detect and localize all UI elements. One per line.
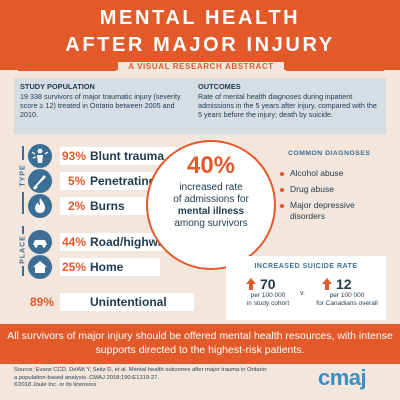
- outcomes: OUTCOMES Rate of mental health diagnoses…: [198, 82, 382, 119]
- stat-pct-penetrating: 5%: [68, 174, 86, 188]
- stat-row-unintentional: Unintentional: [60, 293, 194, 311]
- stat-row-road: 44% Road/highway: [60, 233, 186, 251]
- stat-label-unintentional: Unintentional: [90, 295, 167, 309]
- diagnosis-item: Major depressive: [290, 200, 355, 210]
- header-banner: MENTAL HEALTH AFTER MAJOR INJURY: [0, 0, 400, 70]
- suicide-canada-sub-2: for Canadians overall: [316, 300, 378, 307]
- subtitle-rule-left: [18, 70, 116, 71]
- center-stat-line-4: among survivors: [174, 218, 248, 229]
- cmaj-logo: cmaj: [318, 365, 367, 390]
- arrow-up-icon: [246, 278, 256, 290]
- stat-label-burns: Burns: [90, 199, 125, 213]
- place-rule-top: [22, 226, 24, 234]
- outcomes-text: Rate of mental health diagnoses during i…: [198, 92, 377, 119]
- house-icon: [28, 255, 52, 279]
- stat-pct-unintentional: 89%: [30, 295, 55, 309]
- road-icon: [28, 230, 52, 254]
- place-label: PLACE: [19, 235, 27, 264]
- subtitle: A VISUAL RESEARCH ABSTRACT: [118, 62, 284, 71]
- info-band: [14, 78, 386, 134]
- center-stat-value: 40%: [186, 152, 236, 179]
- stat-row-home: 25% Home: [60, 258, 160, 276]
- flame-icon: [28, 194, 52, 218]
- suicide-study-sub-2: in study cohort: [246, 300, 290, 307]
- suicide-study-sub: per 100 000 in study cohort: [234, 292, 302, 308]
- type-rule-bottom: [22, 192, 24, 214]
- study-population-heading: STUDY POPULATION: [20, 82, 95, 91]
- body-impact-icon: [28, 144, 52, 168]
- stat-label-road: Road/highway: [90, 235, 172, 249]
- source-line-3: ©2018 Joule Inc. or its licensors: [14, 382, 97, 389]
- center-stat-circle: 40% increased rate of admissions for men…: [146, 140, 276, 270]
- diagnosis-item-cont: disorders: [290, 211, 325, 221]
- center-stat-line-3: mental illness: [177, 206, 245, 217]
- outcomes-heading: OUTCOMES: [198, 82, 241, 91]
- suicide-canada-sub-1: per 100 000: [329, 292, 365, 299]
- bullet-dot: [280, 172, 284, 176]
- stat-pct-road: 44%: [62, 235, 87, 249]
- stat-pct-blunt: 93%: [62, 149, 87, 163]
- stat-pct-home: 25%: [62, 260, 87, 274]
- source-citation: Source: Evans CCD, DeWit Y, Seitz D, et …: [14, 367, 314, 390]
- bullet-dot: [280, 204, 284, 208]
- bottom-message: All survivors of major injury should be …: [7, 330, 393, 356]
- stat-row-blunt: 93% Blunt trauma: [60, 147, 178, 165]
- type-rule-top: [22, 146, 24, 160]
- arrow-up-icon: [322, 278, 332, 290]
- subtitle-rule-right: [286, 70, 384, 71]
- center-stat-line-1: increased rate: [179, 182, 243, 193]
- diagnosis-item: Drug abuse: [290, 184, 334, 194]
- study-population: STUDY POPULATION 19 338 survivors of maj…: [20, 82, 190, 119]
- place-rule-bottom: [22, 266, 24, 276]
- bottom-message-band: All survivors of major injury should be …: [0, 324, 400, 364]
- suicide-rate-title: INCREASED SUICIDE RATE: [254, 263, 358, 270]
- suicide-study-sub-1: per 100 000: [250, 292, 286, 299]
- suicide-canada-sub: per 100 000 for Canadians overall: [310, 292, 384, 308]
- stat-label-blunt: Blunt trauma: [90, 149, 165, 163]
- source-line-2: a population-based analysis. CMAJ 2018;1…: [14, 374, 160, 381]
- suicide-study-value: 70: [260, 276, 276, 292]
- stat-label-home: Home: [90, 260, 124, 274]
- suicide-canada-value: 12: [336, 276, 352, 292]
- versus-label: v.: [300, 290, 305, 297]
- study-population-text: 19 338 survivors of major traumatic inju…: [20, 92, 181, 119]
- stat-label-penetrating: Penetrating: [90, 174, 157, 188]
- subtitle-row: [0, 64, 400, 78]
- title-line-1: MENTAL HEALTH: [99, 7, 301, 29]
- title-line-2: AFTER MAJOR INJURY: [65, 34, 335, 56]
- center-stat-line-2: of admissions for: [173, 194, 249, 205]
- common-diagnoses-title: COMMON DIAGNOSES: [288, 150, 371, 157]
- bullet-dot: [280, 188, 284, 192]
- center-stat-text: increased rate of admissions for mental …: [154, 182, 268, 230]
- source-line-1: Source: Evans CCD, DeWit Y, Seitz D, et …: [14, 367, 268, 373]
- type-label: TYPE: [19, 164, 27, 187]
- stat-pct-burns: 2%: [68, 199, 86, 213]
- knife-icon: [28, 169, 52, 193]
- diagnosis-item: Alcohol abuse: [290, 168, 344, 178]
